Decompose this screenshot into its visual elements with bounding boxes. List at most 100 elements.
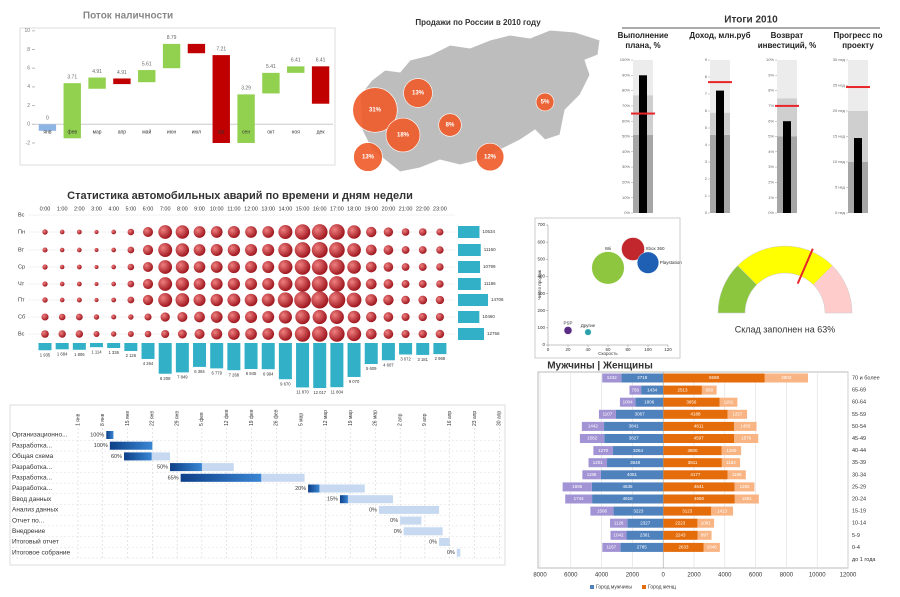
data-label: 1260 [726, 448, 737, 453]
bubble [401, 295, 410, 305]
data-label: 1257 [732, 411, 743, 416]
data-label: 1561 [742, 496, 753, 501]
bubble [245, 226, 257, 238]
bubble [93, 314, 100, 320]
y-tick-label: 10% [622, 195, 630, 200]
bubble [418, 312, 427, 322]
bubble [111, 229, 117, 235]
bubble [418, 329, 427, 339]
bubble [278, 225, 293, 239]
x-tick-label: 8:00 [177, 206, 188, 212]
x-tick-label: авг [218, 130, 225, 136]
bar-segment [663, 397, 720, 407]
row-label: 60-64 [852, 400, 866, 406]
gauge-band [737, 245, 833, 286]
column-total-bar [55, 343, 69, 350]
column-total-bar [107, 343, 121, 349]
x-tick-label: 14:00 [278, 206, 292, 212]
x-tick-label: июн [167, 130, 177, 136]
bubble [294, 242, 311, 258]
y-tick-label: 0 [542, 342, 545, 347]
data-label: 897 [701, 532, 709, 537]
bubble [42, 229, 48, 235]
data-label: 1201 [593, 460, 604, 465]
x-tick-label: 16:00 [313, 206, 327, 212]
bubble [401, 280, 410, 288]
bubble [418, 280, 427, 288]
bubble [110, 331, 117, 337]
bubble [76, 264, 82, 270]
column-total-bar [193, 343, 207, 367]
bubble [161, 329, 170, 339]
bubble [59, 297, 65, 303]
bubble [127, 280, 135, 288]
bubble [329, 242, 345, 258]
task-bar [400, 516, 422, 525]
y-tick-label: 0 [27, 122, 30, 128]
point-label: Xbox 360 [646, 246, 666, 251]
y-tick-label: 3 [705, 159, 708, 164]
x-tick-label: 5 фев [199, 412, 205, 426]
data-label: 12% [484, 155, 497, 161]
bubble [278, 310, 292, 324]
bar [639, 75, 647, 213]
data-label: 65% [168, 475, 179, 481]
column-total-bar [330, 343, 344, 388]
data-label: 10799 [483, 264, 496, 269]
bar-segment [733, 434, 759, 443]
x-tick-label: июл [192, 130, 201, 136]
data-label: 1198 [587, 472, 597, 477]
data-label: 5% [541, 100, 550, 106]
task-bar [308, 484, 365, 493]
bubble [245, 328, 257, 340]
y-tick-label: 60% [622, 118, 630, 123]
x-tick-label: 20 [565, 347, 571, 352]
bubble [177, 311, 188, 323]
data-label: 756 [632, 387, 640, 392]
bubble [294, 259, 311, 275]
data-label: 5 609 [366, 366, 377, 371]
target [631, 112, 655, 115]
bubble [41, 313, 49, 321]
data-label: 4177 [690, 472, 701, 477]
y-tick-label: 100% [620, 57, 631, 62]
data-label: 1042 [614, 532, 625, 537]
bubble [111, 264, 117, 270]
bubble [193, 261, 206, 273]
x-tick-label: 12:00 [244, 206, 258, 212]
bar [716, 90, 724, 213]
bubble [127, 330, 134, 338]
bubble [278, 327, 293, 341]
legend-swatch [642, 585, 646, 589]
data-label: 1046 [707, 545, 718, 550]
bar-segment [612, 446, 664, 456]
bar-segment [588, 458, 608, 468]
bubble [401, 329, 410, 339]
bubble [227, 243, 241, 257]
range-band [848, 60, 868, 111]
y-tick-label: 5 нед [835, 185, 846, 190]
row-total-bar [458, 261, 481, 273]
y-tick-label: 6% [768, 118, 774, 123]
row-total-bar [458, 294, 488, 306]
x-tick-label: мар [93, 130, 102, 136]
bubble [111, 297, 117, 303]
data-label: 100% [90, 432, 104, 438]
bubble [76, 229, 82, 235]
column-total-bar [296, 343, 310, 388]
bar-segment [613, 506, 664, 516]
x-tick-label: 9 апр [422, 413, 428, 426]
x-tick-label: 15 янв [125, 411, 131, 426]
bubble [175, 277, 190, 291]
point-label: Playstation [660, 260, 683, 265]
bubble [365, 328, 377, 340]
gantt-frame [9, 404, 506, 566]
bar-segment [721, 458, 741, 468]
bar-segment [562, 482, 592, 492]
column-total-bar [364, 343, 378, 365]
bubble [127, 228, 135, 236]
row-total-bar [458, 226, 480, 238]
y-tick-label: 2 [27, 103, 30, 109]
y-tick-label: 10 [24, 28, 30, 34]
x-tick-label: 2000 [687, 573, 701, 579]
